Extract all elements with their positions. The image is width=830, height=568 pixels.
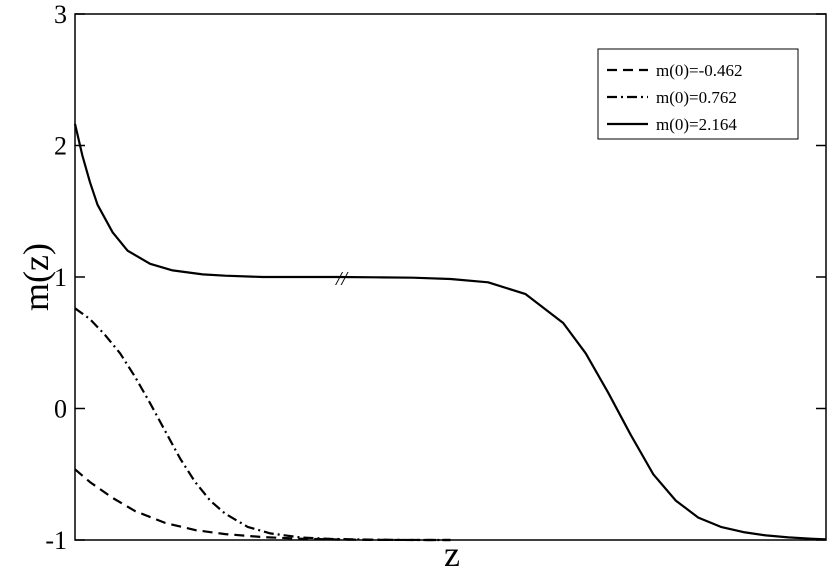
legend-items: m(0)=-0.462 m(0)=0.762 m(0)=2.164 — [607, 61, 743, 134]
y-tick-label: 2 — [54, 132, 67, 161]
legend: m(0)=-0.462 m(0)=0.762 m(0)=2.164 — [597, 48, 799, 140]
y-tick-label: -1 — [45, 526, 67, 555]
legend-label-0: m(0)=-0.462 — [656, 61, 743, 80]
series-line-0 — [74, 468, 451, 542]
y-axis-ticks: -1 0 1 2 3 — [45, 0, 826, 555]
legend-label-1: m(0)=0.762 — [656, 88, 737, 107]
x-axis-label: z — [444, 534, 460, 568]
series-line-2 — [73, 123, 827, 541]
series-layer — [73, 123, 827, 542]
y-tick-label: 0 — [54, 395, 67, 424]
axis-break-mark: // — [335, 268, 350, 290]
y-tick-label: 1 — [54, 263, 67, 292]
legend-label-2: m(0)=2.164 — [656, 115, 737, 134]
y-tick-label: 3 — [54, 0, 67, 29]
series-line-1 — [74, 307, 451, 542]
y-axis-label: m(z) — [16, 243, 56, 311]
